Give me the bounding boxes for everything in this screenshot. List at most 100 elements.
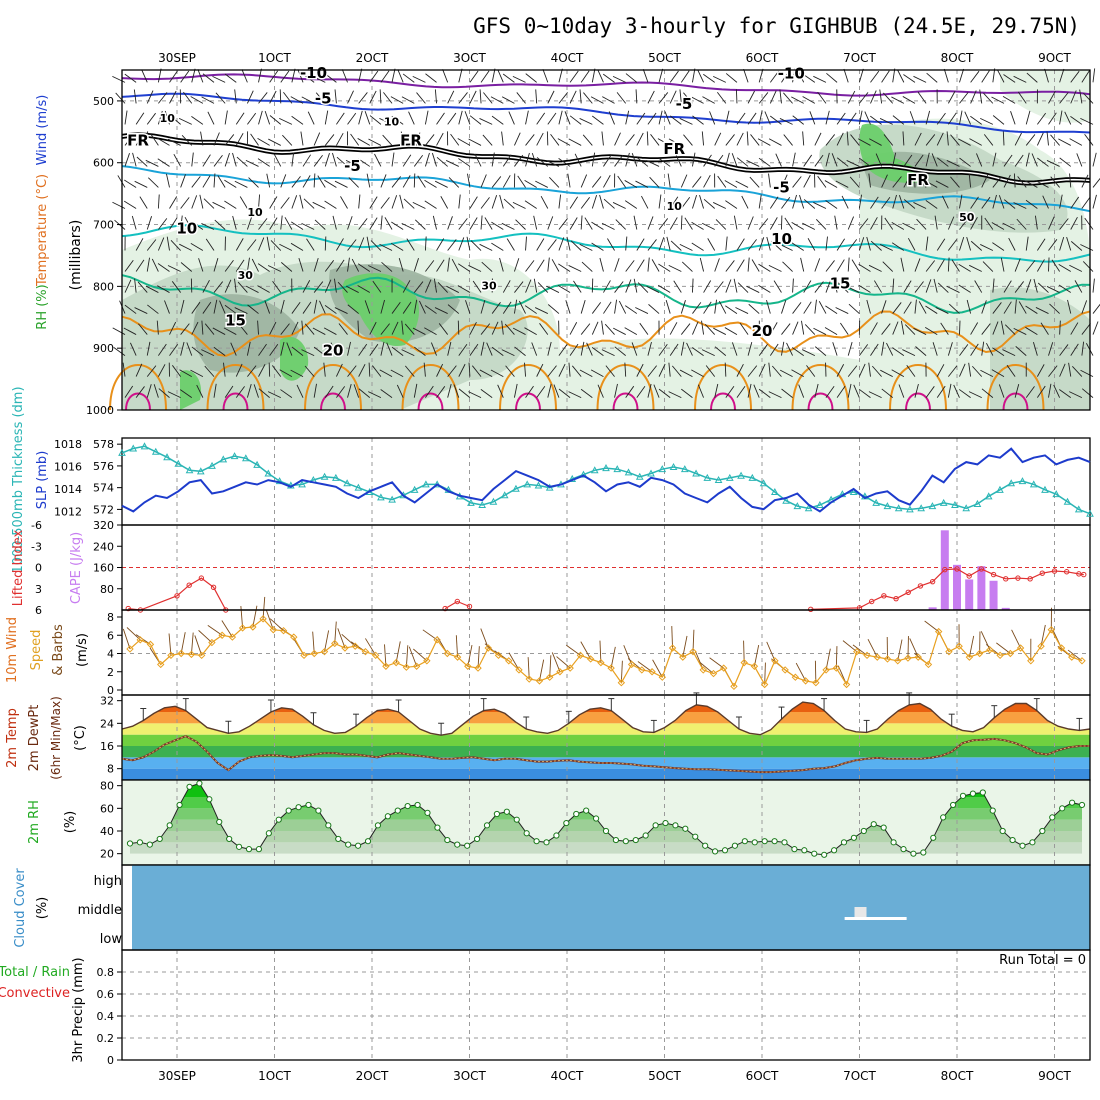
- wind-barb: [636, 385, 646, 398]
- wind-barb: [1014, 132, 1022, 146]
- wind-barb: [202, 175, 211, 188]
- thickness-marker: [714, 475, 723, 484]
- wind-speed-marker: [832, 664, 841, 672]
- wind-barb: [490, 96, 504, 104]
- wind-barb: [980, 369, 994, 378]
- wind-barb: [413, 132, 421, 146]
- wind-barb: [338, 323, 348, 335]
- wind-barb: [547, 383, 552, 398]
- wind-barb: [980, 244, 994, 251]
- wind-barb: [334, 307, 348, 314]
- wind-barb: [924, 620, 939, 632]
- wind-speed-marker: [750, 662, 759, 670]
- wind-barb: [735, 307, 749, 314]
- wind-barb: [1013, 202, 1027, 209]
- top-date-label: 1OCT: [258, 51, 291, 65]
- wind-barb: [757, 138, 771, 146]
- precip-legend-convective: Convective: [0, 986, 70, 1001]
- wind-barb: [283, 91, 293, 104]
- rh-marker: [1068, 799, 1076, 806]
- wind-barb: [300, 131, 304, 146]
- wind-barb: [205, 238, 215, 251]
- wind-speed-marker: [464, 662, 472, 670]
- wind-barb: [897, 69, 905, 83]
- wind-speed-marker: [1068, 653, 1076, 661]
- wind-speed-marker: [310, 649, 318, 658]
- wind-barb: [279, 117, 293, 125]
- rh-marker: [821, 851, 828, 858]
- thickness-marker: [388, 495, 396, 503]
- wind-barb: [502, 73, 515, 83]
- wind-speed-marker: [801, 677, 810, 685]
- wind-barb: [479, 369, 493, 378]
- wind-barb: [603, 301, 612, 314]
- wind-barb: [399, 194, 404, 209]
- wind-barb: [369, 90, 377, 104]
- wind-barb: [909, 111, 916, 125]
- thickness-marker: [973, 499, 982, 507]
- wind-barb: [436, 259, 445, 272]
- wind-barb: [670, 240, 682, 251]
- wind-speed-marker: [822, 666, 830, 674]
- wind-barb: [491, 68, 496, 83]
- temp-band: [122, 768, 1090, 780]
- wind-barb: [1051, 259, 1060, 272]
- wind-barb: [306, 238, 315, 251]
- surface-contour: [304, 364, 362, 411]
- wind-barb: [701, 320, 705, 335]
- wind-barb: [204, 323, 215, 335]
- lifted-index-marker: [905, 589, 911, 595]
- wind-barb: [580, 215, 583, 230]
- rh-marker: [285, 807, 292, 814]
- wind-barb: [400, 131, 404, 146]
- wind-barb: [681, 388, 693, 398]
- bottom-date-label: 1OCT: [258, 1069, 291, 1083]
- wind-barb: [558, 263, 571, 272]
- wind-speed-marker: [525, 675, 533, 683]
- wind-barb: [146, 257, 150, 272]
- wind-barb: [1040, 624, 1046, 647]
- wind-barb: [946, 285, 960, 293]
- wind-speed-marker: [791, 673, 800, 681]
- wind-barb: [934, 215, 938, 230]
- wind-barb: [413, 173, 416, 188]
- wind-barb: [917, 91, 927, 104]
- rh-marker: [632, 836, 639, 844]
- wind-barb: [579, 89, 582, 104]
- precip-legend-total: Total / Rain: [0, 965, 70, 980]
- wind-barb: [586, 342, 593, 356]
- wind-barb: [903, 154, 913, 167]
- wind-barb: [775, 153, 782, 167]
- wind-barb: [959, 194, 963, 209]
- wind-barb: [304, 323, 315, 335]
- wind-barb: [815, 219, 827, 230]
- wind-barb: [291, 152, 295, 167]
- wind-barb: [434, 89, 437, 104]
- wind-barb: [204, 365, 215, 377]
- wind-barb: [972, 365, 983, 377]
- wind-barb: [781, 323, 791, 335]
- wind-barb: [614, 346, 626, 356]
- wind-barb: [178, 117, 192, 125]
- wind-barb: [257, 158, 270, 167]
- wind-barb: [135, 112, 145, 125]
- wind-barb: [524, 327, 537, 335]
- wind-speed-marker: [392, 658, 400, 667]
- wind-barb: [1035, 307, 1049, 314]
- wind-barb: [1048, 365, 1058, 377]
- wind-barb: [836, 132, 844, 146]
- wind-barb: [1014, 154, 1024, 167]
- contour-label: -5: [676, 95, 693, 113]
- rh-marker: [364, 838, 372, 845]
- wind-barb: [1036, 364, 1045, 377]
- wind-barb: [514, 346, 526, 356]
- wind-barb: [1035, 180, 1049, 188]
- wind-barb: [1025, 134, 1036, 146]
- wind-barb: [1040, 322, 1049, 335]
- wind-barb: [736, 363, 744, 377]
- wind-barb: [141, 69, 148, 83]
- wind-barb: [758, 157, 771, 167]
- wind-barb: [675, 153, 682, 167]
- wind-barb: [825, 152, 830, 167]
- wind-barb: [246, 90, 254, 104]
